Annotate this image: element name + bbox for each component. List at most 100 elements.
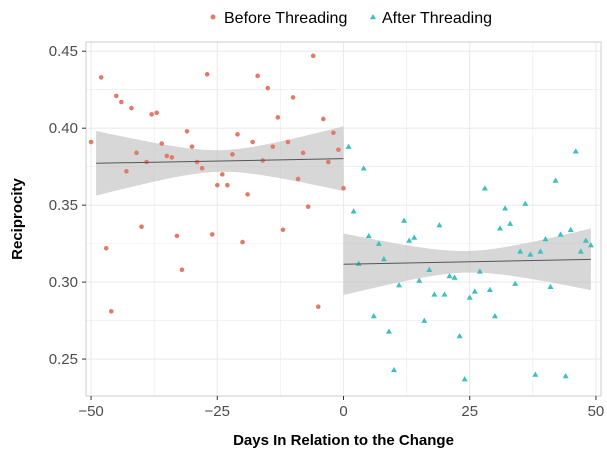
y-axis: 0.25 0.30 0.35 0.40 0.45: [49, 43, 86, 368]
point-after-threading: [527, 251, 534, 257]
point-after-threading: [537, 248, 544, 254]
point-after-threading: [446, 272, 453, 279]
point-before-threading: [245, 192, 250, 197]
point-before-threading: [134, 150, 139, 156]
point-before-threading: [189, 144, 195, 149]
point-before-threading: [108, 309, 114, 314]
point-before-threading: [265, 85, 271, 91]
legend-label-before-threading: Before Threading: [224, 10, 347, 27]
point-before-threading: [250, 139, 255, 145]
point-after-threading: [431, 291, 438, 297]
point-after-threading: [562, 372, 569, 379]
point-before-threading: [214, 182, 220, 188]
data-points: [88, 53, 594, 382]
point-before-threading: [331, 130, 336, 136]
point-after-threading: [436, 222, 443, 228]
point-before-threading: [220, 172, 225, 177]
point-after-threading: [502, 205, 509, 211]
point-after-threading: [466, 294, 473, 300]
point-after-threading: [497, 225, 504, 231]
point-after-threading: [577, 248, 584, 254]
point-after-threading: [406, 237, 413, 243]
x-axis-title: Days In Relation to the Change: [233, 432, 454, 449]
point-before-threading: [164, 153, 170, 159]
point-after-threading: [421, 317, 428, 323]
y-tick-label: 0.45: [49, 43, 78, 60]
point-after-threading: [542, 236, 549, 242]
point-before-threading: [255, 73, 260, 79]
point-before-threading: [103, 245, 109, 251]
point-after-threading: [582, 237, 589, 243]
point-after-threading: [355, 260, 362, 266]
point-before-threading: [159, 141, 165, 146]
point-after-threading: [375, 240, 382, 246]
point-before-threading: [204, 72, 210, 77]
point-before-threading: [124, 168, 129, 174]
point-after-threading: [471, 288, 478, 294]
point-before-threading: [310, 53, 316, 59]
point-after-threading: [491, 312, 498, 319]
point-before-threading: [174, 233, 180, 239]
point-before-threading: [315, 304, 321, 310]
point-after-threading: [517, 248, 524, 254]
point-before-threading: [326, 159, 331, 165]
point-before-threading: [139, 224, 144, 229]
x-tick-label: −50: [78, 403, 103, 420]
point-before-threading: [270, 144, 276, 149]
point-after-threading: [441, 291, 448, 297]
y-axis-title: Reciprocity: [9, 177, 26, 259]
grid-lines: [86, 42, 601, 396]
point-after-threading: [567, 226, 574, 233]
point-before-threading: [300, 150, 306, 156]
y-tick-label: 0.30: [49, 274, 78, 291]
point-after-threading: [451, 274, 458, 280]
point-after-threading: [572, 148, 579, 154]
point-after-threading: [476, 268, 483, 274]
legend-label-after-threading: After Threading: [382, 10, 492, 27]
point-after-threading: [547, 283, 554, 289]
point-after-threading: [557, 231, 564, 237]
point-after-threading: [350, 208, 357, 214]
fit-lines: [96, 158, 591, 265]
point-before-threading: [119, 99, 124, 105]
legend-marker-after-threading: [370, 14, 376, 20]
point-before-threading: [305, 204, 311, 209]
point-after-threading: [512, 280, 519, 286]
x-tick-label: 50: [588, 403, 605, 420]
point-after-threading: [390, 366, 397, 373]
point-after-threading: [587, 242, 594, 248]
point-after-threading: [370, 312, 377, 319]
point-after-threading: [461, 376, 468, 382]
point-before-threading: [88, 139, 94, 145]
point-after-threading: [411, 234, 418, 240]
point-before-threading: [169, 155, 175, 160]
point-after-threading: [401, 217, 408, 223]
legend: Before Threading After Threading: [210, 10, 492, 27]
point-before-threading: [194, 159, 200, 165]
point-before-threading: [113, 93, 119, 99]
point-before-threading: [149, 112, 154, 117]
point-before-threading: [209, 232, 215, 237]
point-after-threading: [345, 143, 352, 149]
point-before-threading: [129, 105, 134, 111]
x-tick-label: −25: [205, 403, 230, 420]
point-after-threading: [416, 277, 423, 283]
point-before-threading: [154, 110, 159, 116]
point-before-threading: [184, 128, 190, 134]
point-after-threading: [486, 286, 493, 293]
point-after-threading: [385, 328, 392, 334]
point-before-threading: [341, 185, 346, 191]
point-before-threading: [225, 182, 230, 188]
point-after-threading: [365, 232, 372, 239]
point-before-threading: [336, 147, 341, 153]
point-after-threading: [532, 371, 539, 377]
point-before-threading: [240, 239, 245, 245]
point-before-threading: [230, 152, 235, 157]
y-tick-label: 0.25: [49, 351, 78, 368]
point-before-threading: [199, 165, 205, 171]
point-after-threading: [426, 266, 433, 273]
x-tick-label: 25: [461, 403, 478, 420]
point-before-threading: [290, 95, 296, 100]
point-before-threading: [179, 267, 185, 273]
